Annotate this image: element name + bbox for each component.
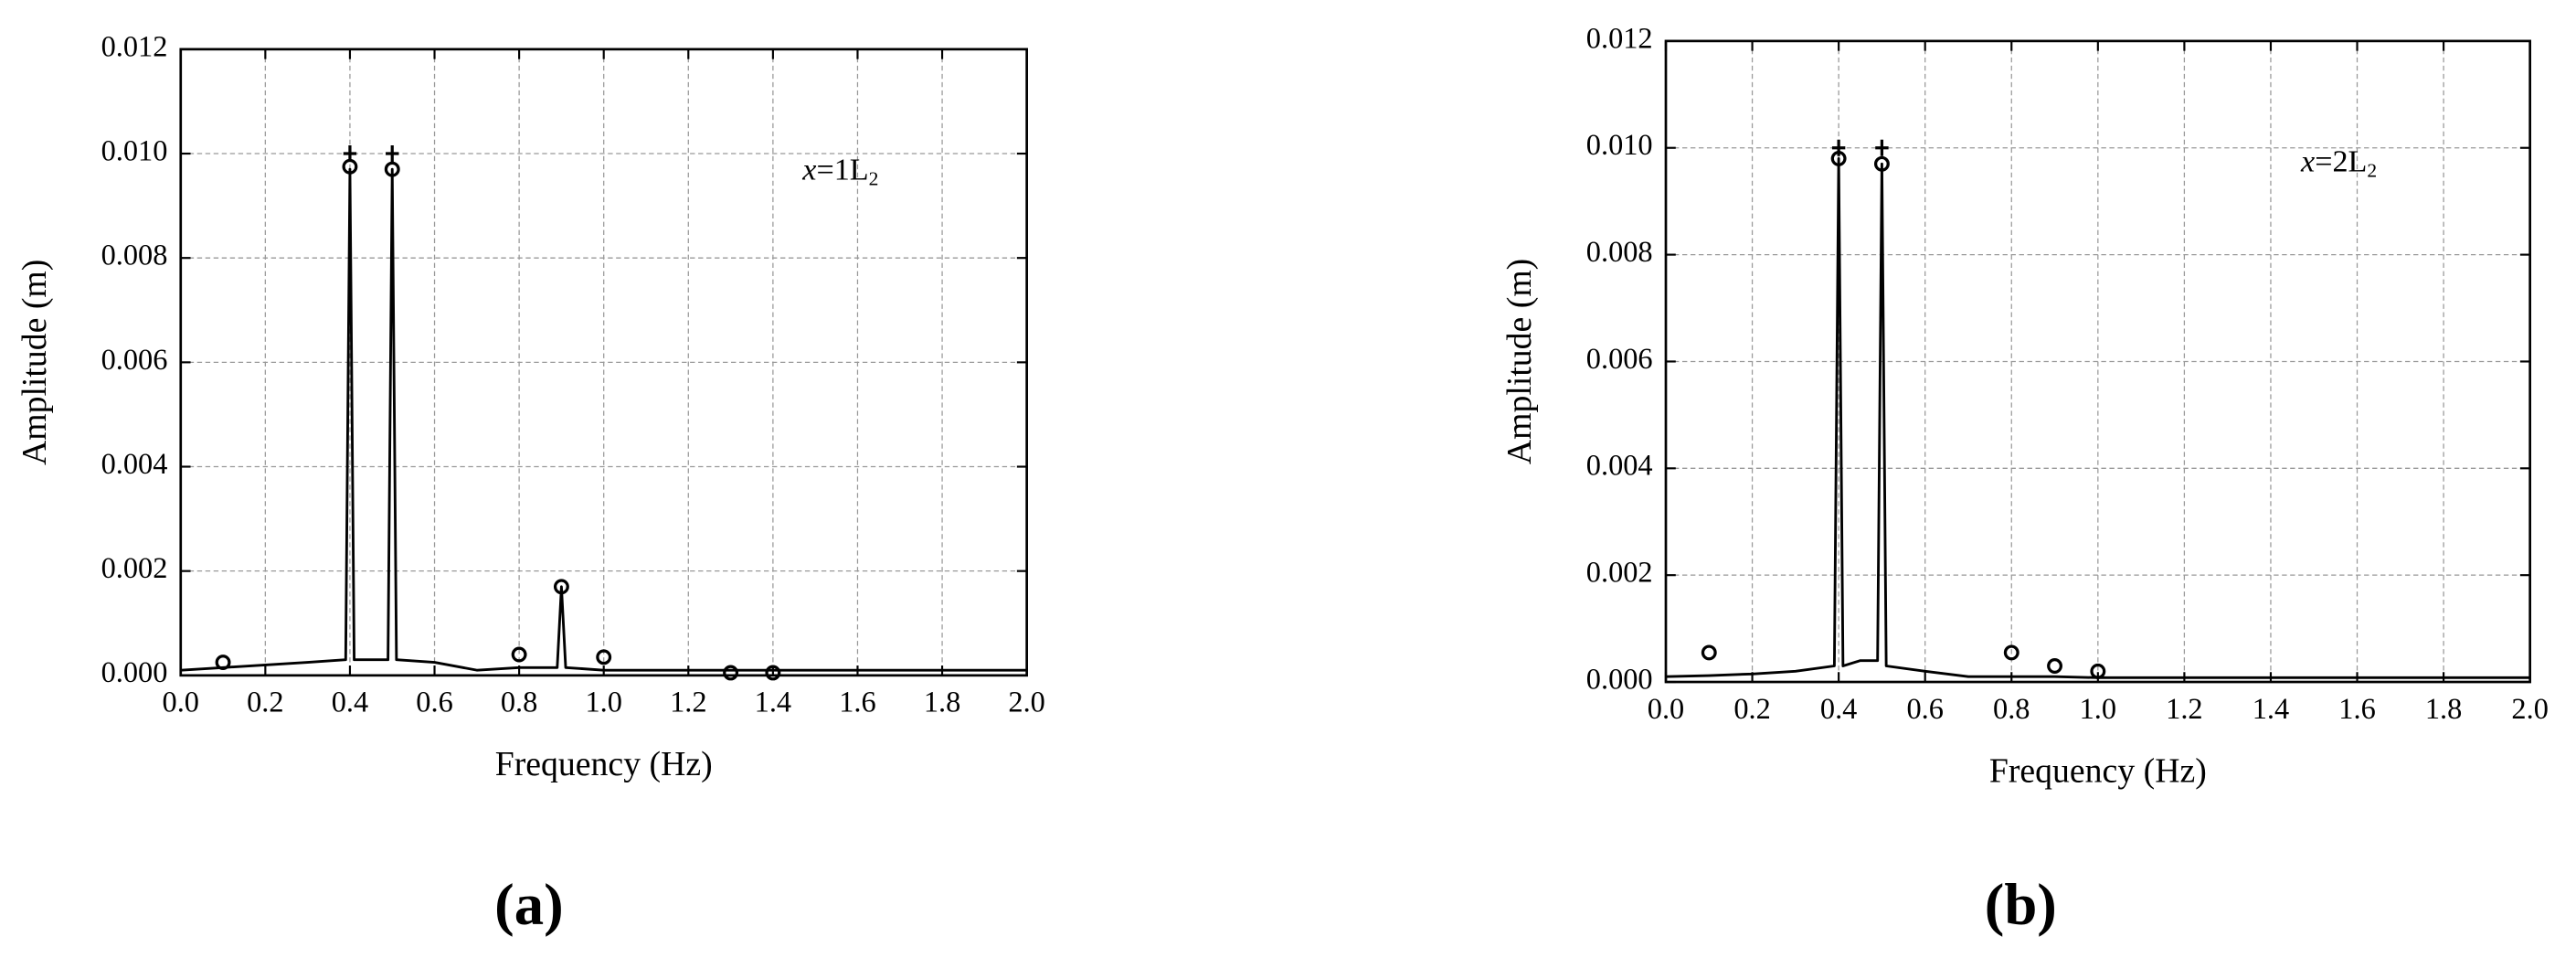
peak-marker bbox=[511, 646, 527, 663]
x-axis-title: Frequency (Hz) bbox=[1989, 751, 2207, 790]
chart: 0.000 0.002 0.004 0.006 0.008 0.010 0.012 0.0 0.… bbox=[16, 29, 1045, 937]
peak-plus bbox=[1875, 139, 1889, 156]
peak-marker bbox=[2003, 644, 2019, 661]
chart: 0.000 0.002 0.004 0.006 0.008 0.010 0.012 0.0 0.… bbox=[1500, 21, 2549, 936]
x-tick-label: 0.4 bbox=[332, 686, 368, 718]
y-tick-label: 0.006 bbox=[1586, 342, 1653, 375]
peak-marker bbox=[384, 161, 400, 177]
y-tick-label: 0.002 bbox=[101, 551, 168, 584]
peak-plus bbox=[343, 145, 357, 163]
spectrum-line bbox=[1665, 156, 2530, 679]
y-tick-label: 0.000 bbox=[101, 655, 168, 688]
x-tick-label: 2.0 bbox=[1008, 686, 1044, 718]
annotation-variable: x bbox=[801, 154, 816, 187]
annotation-subscript: 2 bbox=[869, 168, 879, 190]
peak-marker bbox=[596, 649, 612, 665]
plot-frame bbox=[1664, 39, 2532, 684]
y-tick-label: 0.008 bbox=[1586, 235, 1653, 268]
y-tick-label: 0.006 bbox=[101, 343, 168, 376]
peak-plus bbox=[1831, 139, 1846, 156]
peak-marker bbox=[2047, 658, 2062, 674]
peak-marker bbox=[2090, 663, 2106, 679]
x-tick-label: 0.6 bbox=[1906, 692, 1943, 725]
x-tick-label: 0.2 bbox=[1733, 692, 1770, 725]
peak-marker bbox=[1873, 155, 1890, 172]
x-tick-label: 1.8 bbox=[924, 686, 960, 718]
y-axis-title: Amplitude (m) bbox=[16, 260, 54, 465]
y-tick-label: 0.012 bbox=[1586, 21, 1653, 54]
x-tick-label: 1.0 bbox=[585, 686, 621, 718]
peak-plus bbox=[386, 145, 399, 163]
x-tick-label: 2.0 bbox=[2511, 692, 2548, 725]
x-tick-label: 1.4 bbox=[2253, 692, 2289, 725]
annotation-subscript: 2 bbox=[2367, 160, 2377, 182]
annotation-variable: x bbox=[2300, 145, 2315, 179]
y-tick-label: 0.004 bbox=[1586, 449, 1653, 482]
y-tick-label: 0.000 bbox=[1586, 662, 1653, 695]
x-tick-label: 0.8 bbox=[501, 686, 537, 718]
spectrum-line bbox=[180, 167, 1027, 672]
peak-marker bbox=[553, 579, 569, 595]
peak-marker bbox=[215, 655, 231, 671]
annotation-text: =2L bbox=[2315, 145, 2367, 179]
peak-marker bbox=[723, 665, 739, 681]
x-tick-label: 0.8 bbox=[1993, 692, 2030, 725]
x-tick-label: 1.6 bbox=[839, 686, 875, 718]
y-tick-label: 0.010 bbox=[101, 133, 168, 166]
x-tick-label: 1.6 bbox=[2338, 692, 2375, 725]
peak-marker bbox=[765, 665, 781, 681]
x-tick-label: 0.4 bbox=[1820, 692, 1857, 725]
x-tick-label: 1.0 bbox=[2080, 692, 2116, 725]
y-tick-label: 0.012 bbox=[101, 29, 168, 62]
y-tick-label: 0.004 bbox=[101, 447, 168, 480]
x-tick-label: 1.8 bbox=[2425, 692, 2462, 725]
y-tick-label: 0.010 bbox=[1586, 128, 1653, 161]
x-tick-label: 0.0 bbox=[163, 686, 199, 718]
x-axis-title: Frequency (Hz) bbox=[495, 745, 713, 783]
x-tick-label: 0.2 bbox=[247, 686, 283, 718]
annotation: x=1L2 bbox=[801, 154, 878, 190]
x-tick-label: 1.2 bbox=[670, 686, 706, 718]
panel-label: (b) bbox=[1985, 871, 2057, 937]
panel-label: (a) bbox=[494, 871, 563, 937]
annotation-text: =1L bbox=[816, 154, 868, 187]
plot-frame bbox=[179, 48, 1028, 677]
x-tick-label: 0.6 bbox=[416, 686, 452, 718]
annotation: x=2L2 bbox=[2300, 145, 2377, 182]
x-tick-label: 0.0 bbox=[1648, 692, 1684, 725]
y-tick-label: 0.008 bbox=[101, 239, 168, 271]
x-tick-label: 1.4 bbox=[755, 686, 791, 718]
x-tick-label: 1.2 bbox=[2166, 692, 2202, 725]
peak-marker bbox=[1701, 644, 1717, 661]
y-axis-title: Amplitude (m) bbox=[1500, 259, 1539, 464]
y-tick-label: 0.002 bbox=[1586, 556, 1653, 589]
